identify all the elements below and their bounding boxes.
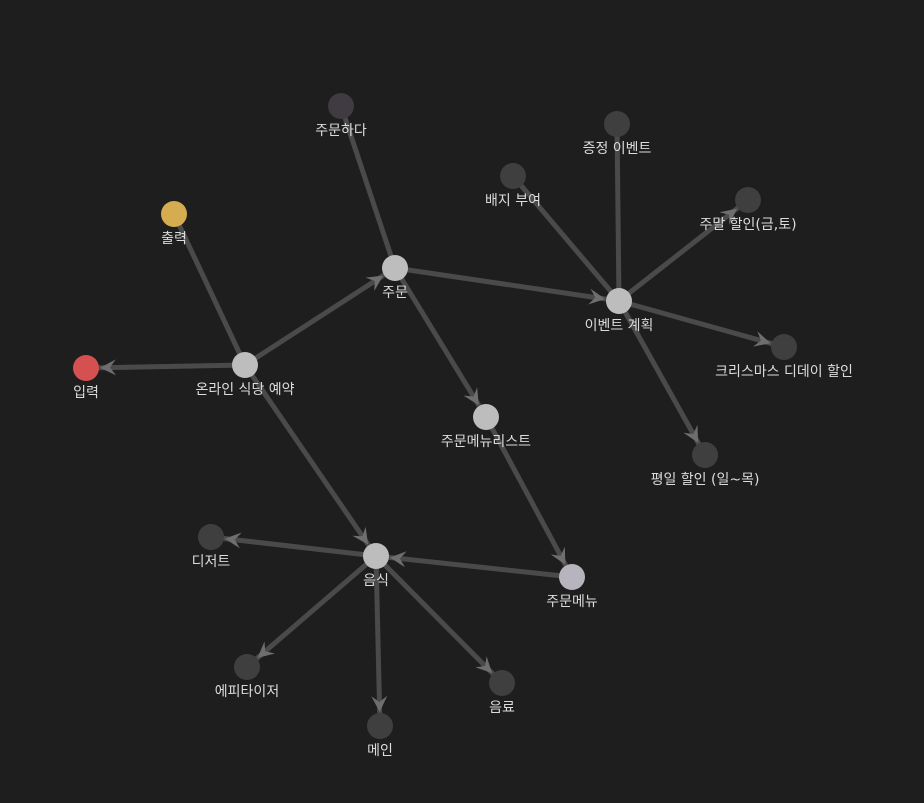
edge-event-plan-weekday xyxy=(616,298,708,458)
nodes-layer xyxy=(73,93,797,739)
arrowhead-event-plan-weekend xyxy=(719,208,737,225)
edge-order-menu-list xyxy=(392,265,489,420)
node-appetizer[interactable] xyxy=(234,654,260,680)
node-menu-list[interactable] xyxy=(473,404,499,430)
edge-food-dessert xyxy=(208,534,379,559)
node-label-order: 주문 xyxy=(382,285,408,301)
arrowhead-reservation-food xyxy=(352,526,369,545)
edge-food-main xyxy=(373,553,383,729)
node-order-verb[interactable] xyxy=(328,93,354,119)
node-order[interactable] xyxy=(382,255,408,281)
arrowhead-reservation-order xyxy=(365,275,384,291)
edge-event-plan-christmas xyxy=(616,298,787,350)
edge-food-drink xyxy=(373,553,505,686)
node-main[interactable] xyxy=(367,713,393,739)
node-reservation[interactable] xyxy=(232,352,258,378)
node-label-food: 음식 xyxy=(363,573,389,589)
edges-layer xyxy=(83,103,787,729)
node-label-drink: 음료 xyxy=(489,700,515,716)
edge-order-event-plan xyxy=(392,265,622,304)
node-label-order-verb: 주문하다 xyxy=(315,123,367,139)
node-label-dessert: 디저트 xyxy=(192,554,231,570)
edge-event-plan-weekend xyxy=(616,197,751,304)
node-label-weekend: 주말 할인(금,토) xyxy=(699,217,796,233)
arrowhead-order-event-plan xyxy=(588,288,606,305)
edge-menu-list-order-menu xyxy=(483,414,575,580)
arrowhead-order-menu-food xyxy=(389,551,407,568)
arrowhead-event-plan-weekday xyxy=(683,424,699,443)
edge-event-plan-badge xyxy=(510,173,622,304)
edge-reservation-order xyxy=(242,265,398,368)
node-label-event-plan: 이벤트 계획 xyxy=(585,318,654,334)
node-weekday[interactable] xyxy=(692,442,718,468)
edge-order-menu-food xyxy=(373,553,575,580)
node-label-weekday: 평일 할인 (일~목) xyxy=(651,472,760,488)
node-christmas[interactable] xyxy=(771,334,797,360)
edge-event-plan-gift-event xyxy=(614,121,622,304)
arrowhead-food-appetizer xyxy=(257,641,275,658)
node-label-main: 메인 xyxy=(367,743,393,759)
node-gift-event[interactable] xyxy=(604,111,630,137)
node-order-menu[interactable] xyxy=(559,564,585,590)
edge-reservation-food xyxy=(242,362,379,559)
node-label-badge: 배지 부여 xyxy=(485,193,541,209)
arrowhead-order-menu-list xyxy=(463,387,479,406)
node-label-order-menu: 주문메뉴 xyxy=(546,594,598,610)
arrowhead-food-dessert xyxy=(224,532,242,549)
arrowhead-menu-list-order-menu xyxy=(550,546,566,565)
node-label-christmas: 크리스마스 디데이 할인 xyxy=(715,364,853,380)
node-label-input: 입력 xyxy=(73,385,99,401)
node-badge[interactable] xyxy=(500,163,526,189)
node-event-plan[interactable] xyxy=(606,288,632,314)
node-label-reservation: 온라인 식당 예약 xyxy=(195,382,294,398)
edge-reservation-input xyxy=(83,362,248,371)
edge-reservation-output xyxy=(171,211,248,368)
node-label-appetizer: 에피타이저 xyxy=(215,684,279,700)
node-drink[interactable] xyxy=(489,670,515,696)
arrowhead-event-plan-christmas xyxy=(753,331,771,347)
node-label-menu-list: 주문메뉴리스트 xyxy=(441,434,531,450)
arrowhead-food-drink xyxy=(475,656,493,674)
edge-food-appetizer xyxy=(244,553,379,670)
node-dessert[interactable] xyxy=(198,524,224,550)
node-weekend[interactable] xyxy=(735,187,761,213)
node-food[interactable] xyxy=(363,543,389,569)
node-label-gift-event: 증정 이벤트 xyxy=(583,141,652,157)
arrowhead-reservation-input xyxy=(100,359,117,376)
edge-order-order-verb xyxy=(338,103,398,271)
node-label-output: 출력 xyxy=(161,231,187,247)
node-input[interactable] xyxy=(73,355,99,381)
arrowhead-food-main xyxy=(371,695,388,712)
node-output[interactable] xyxy=(161,201,187,227)
